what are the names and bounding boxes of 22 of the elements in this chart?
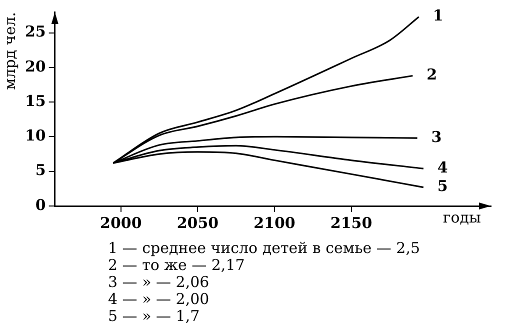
x-tick-label: 2050: [176, 214, 219, 232]
y-tick-label: 10: [25, 126, 46, 145]
x-tick-label: 2150: [330, 214, 372, 232]
text: 5 — » — 1,7: [108, 307, 201, 325]
x-axis-title: годы: [442, 208, 482, 226]
text: 4 — » — 2,00: [108, 290, 210, 308]
text: 2 — то же — 2,17: [108, 256, 246, 274]
text: 3 — » — 2,06: [108, 273, 210, 291]
y-axis-title: млрд чел.: [0, 12, 19, 90]
y-tick-label: 15: [25, 92, 46, 110]
x-tick-label: 2000: [100, 214, 142, 232]
y-tick-label: 0: [35, 196, 46, 214]
series-label: 4: [437, 158, 448, 176]
y-tick-label: 20: [25, 57, 46, 76]
series-label: 1: [432, 6, 444, 25]
y-tick-label: 5: [35, 161, 46, 180]
y-tick-label: 25: [25, 22, 46, 41]
series-label: 3: [431, 128, 442, 146]
text: 1 — среднее число детей в семье — 2,5: [108, 239, 420, 257]
series-label: 5: [437, 177, 448, 196]
series-label: 2: [426, 66, 438, 84]
x-tick-label: 2100: [254, 214, 296, 232]
